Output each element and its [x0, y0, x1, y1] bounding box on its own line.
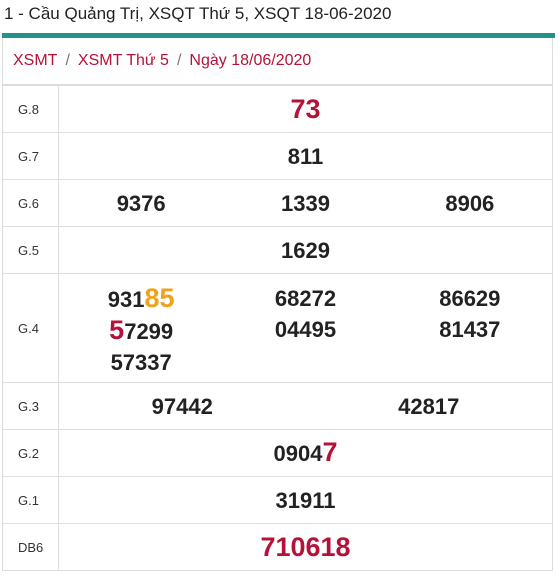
results-table: G.8 73 G.7 811 G.6 9376 1339 8906 G.5 16…: [2, 85, 553, 571]
highlighted-digits: 5: [109, 314, 125, 345]
breadcrumb-separator: /: [176, 52, 182, 69]
prize-row-g2: G.2 09047: [2, 429, 553, 477]
prize-number: 73: [290, 93, 321, 124]
prize-row-g1: G.1 31911: [2, 476, 553, 524]
prize-number: 1339: [281, 190, 330, 216]
breadcrumb-date[interactable]: Ngày 18/06/2020: [189, 52, 312, 69]
prize-values: 09047: [58, 429, 553, 477]
prize-number: 9376: [116, 190, 166, 216]
prize-values: 9376 1339 8906: [58, 179, 553, 227]
prize-label: G.3: [2, 382, 59, 430]
prize-values: 93185 57299 57337 68272 04495 86629 8143…: [58, 273, 553, 383]
prize-label: G.8: [2, 85, 59, 133]
prize-values: 811: [58, 132, 553, 180]
prize-values: 73: [58, 85, 553, 133]
prize-number: 97442: [151, 393, 213, 419]
prize-label: G.5: [2, 226, 59, 274]
prize-label: G.4: [2, 273, 59, 383]
prize-number: 811: [287, 143, 324, 169]
prize-label: G.2: [2, 429, 59, 477]
prize-values: 1629: [58, 226, 553, 274]
prize-column: 93185 57299 57337: [59, 283, 223, 378]
prize-row-g7: G.7 811: [2, 132, 553, 180]
prize-row-g4: G.4 93185 57299 57337 68272 04495 86629 …: [2, 273, 553, 383]
highlighted-digits: 7: [322, 437, 338, 467]
prize-row-g5: G.5 1629: [2, 226, 553, 274]
prize-row-g6: G.6 9376 1339 8906: [2, 179, 553, 227]
breadcrumb-xsmt-thu-5[interactable]: XSMT Thứ 5: [77, 52, 169, 69]
title-divider: [2, 33, 555, 38]
prize-values: 31911: [58, 476, 553, 524]
prize-number: 57299: [109, 315, 173, 347]
prize-number: 42817: [398, 393, 460, 419]
number-part: 931: [107, 286, 145, 312]
prize-column: 68272 04495: [223, 283, 387, 345]
prize-label: G.6: [2, 179, 59, 227]
prize-number: 8906: [445, 190, 495, 216]
breadcrumb-xsmt[interactable]: XSMT: [13, 52, 58, 69]
prize-number: 86629: [439, 285, 501, 311]
prize-number: 93185: [108, 283, 175, 315]
special-prize-number: 710618: [260, 531, 351, 562]
prize-row-g3: G.3 97442 42817: [2, 382, 553, 430]
prize-column: 86629 81437: [388, 283, 552, 345]
prize-label: DB6: [2, 523, 59, 571]
prize-label: G.1: [2, 476, 59, 524]
prize-row-db: DB6 710618: [2, 523, 553, 571]
prize-values: 710618: [58, 523, 553, 571]
prize-number: 31911: [275, 487, 336, 513]
breadcrumb: XSMT / XSMT Thứ 5 / Ngày 18/06/2020: [2, 38, 553, 85]
highlighted-digits: 85: [144, 282, 175, 313]
prize-number: 81437: [439, 316, 501, 342]
prize-row-g8: G.8 73: [2, 85, 553, 133]
number-part: 7299: [124, 318, 174, 344]
number-part: 0904: [273, 441, 323, 466]
prize-number: 1629: [281, 237, 330, 263]
prize-number: 09047: [59, 437, 552, 469]
prize-number: 68272: [274, 285, 337, 311]
prize-number: 57337: [110, 349, 172, 375]
page-title: 1 - Cầu Quảng Trị, XSQT Thứ 5, XSQT 18-0…: [4, 4, 392, 23]
prize-label: G.7: [2, 132, 59, 180]
prize-number: 04495: [274, 316, 337, 342]
prize-values: 97442 42817: [58, 382, 553, 430]
breadcrumb-separator: /: [65, 52, 70, 69]
